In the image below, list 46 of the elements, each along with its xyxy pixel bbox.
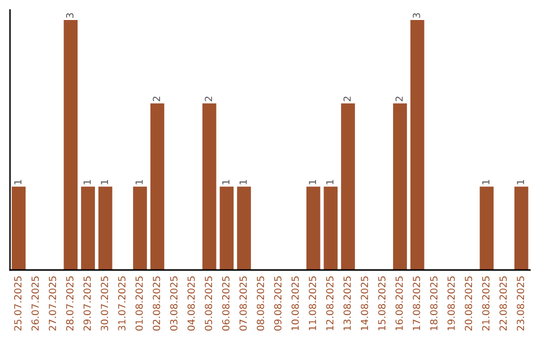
data-label: 1 bbox=[222, 180, 230, 184]
x-tick-label: 14.08.2025 bbox=[360, 276, 368, 330]
x-tick-label: 20.08.2025 bbox=[464, 276, 472, 331]
x-tick-label: 26.07.2025 bbox=[31, 276, 39, 331]
x-tick-label: 25.07.2025 bbox=[14, 276, 22, 331]
data-label: 1 bbox=[240, 180, 247, 184]
data-label: 1 bbox=[482, 180, 490, 184]
data-label: 2 bbox=[395, 96, 403, 102]
x-tick-label: 09.08.2025 bbox=[274, 276, 282, 331]
x-tick-label: 29.07.2025 bbox=[83, 276, 91, 331]
x-tick-label: 05.08.2025 bbox=[204, 276, 212, 331]
x-tick-label: 07.08.2025 bbox=[239, 276, 247, 331]
x-tick-label: 15.08.2025 bbox=[378, 276, 386, 330]
data-label: 3 bbox=[66, 13, 74, 18]
x-tick-label: 13.08.2025 bbox=[343, 276, 351, 330]
data-label: 1 bbox=[326, 180, 334, 184]
data-label: 2 bbox=[152, 96, 160, 102]
x-tick-label: 08.08.2025 bbox=[256, 276, 264, 331]
x-tick-label: 22.08.2025 bbox=[499, 276, 507, 331]
x-tick-label: 27.07.2025 bbox=[48, 276, 56, 331]
data-label: 1 bbox=[100, 180, 108, 184]
x-tick-label: 21.08.2025 bbox=[482, 276, 490, 331]
data-label: 1 bbox=[516, 180, 524, 184]
x-tick-label: 30.07.2025 bbox=[100, 276, 108, 330]
data-label: 1 bbox=[308, 180, 316, 184]
data-label: 3 bbox=[412, 13, 420, 18]
x-tick-label: 12.08.2025 bbox=[326, 276, 334, 330]
x-tick-label: 18.08.2025 bbox=[430, 276, 438, 330]
x-tick-label: 16.08.2025 bbox=[395, 276, 403, 330]
x-tick-label: 11.08.2025 bbox=[308, 276, 316, 330]
x-tick-label: 01.08.2025 bbox=[135, 276, 143, 331]
x-tick-label: 03.08.2025 bbox=[170, 276, 178, 331]
x-tick-label: 23.08.2025 bbox=[516, 276, 524, 331]
data-label: 2 bbox=[204, 96, 212, 102]
x-tick-label: 17.08.2025 bbox=[412, 276, 420, 330]
data-label: 1 bbox=[84, 180, 91, 184]
x-tick-label: 31.07.2025 bbox=[118, 276, 126, 330]
x-tick-label: 28.07.2025 bbox=[66, 276, 74, 331]
x-tick-label: 02.08.2025 bbox=[152, 276, 160, 331]
x-tick-label: 04.08.2025 bbox=[187, 276, 195, 331]
data-label: 2 bbox=[343, 96, 351, 102]
data-label: 1 bbox=[14, 180, 22, 184]
x-tick-label: 06.08.2025 bbox=[222, 276, 230, 331]
data-label: 1 bbox=[136, 180, 143, 184]
x-tick-label: 10.08.2025 bbox=[291, 276, 299, 330]
x-tick-label: 19.08.2025 bbox=[447, 276, 455, 330]
